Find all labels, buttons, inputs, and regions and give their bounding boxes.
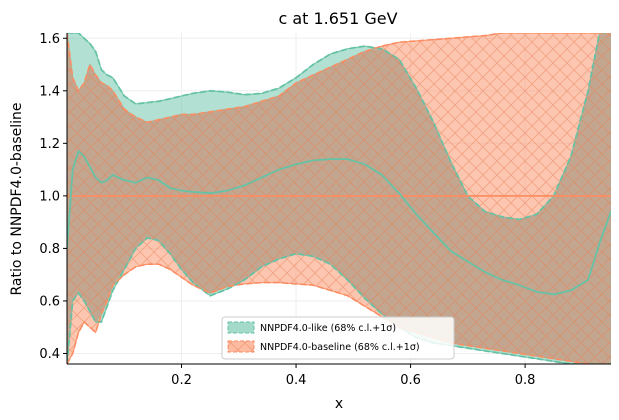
baseline-lower-line — [67, 263, 611, 364]
y-tick-label: 1.0 — [39, 189, 60, 204]
y-tick-label: 0.4 — [39, 347, 60, 362]
like-central-line — [67, 149, 611, 296]
x-tick-label: 0.8 — [515, 373, 536, 388]
legend-label-baseline: NNPDF4.0-baseline (68% c.l.+1σ) — [260, 342, 420, 353]
legend-frame — [221, 316, 455, 360]
like-upper-line — [67, 33, 611, 221]
y-tick-label: 0.6 — [39, 294, 60, 309]
baseline-upper-line — [67, 33, 611, 124]
y-axis-label: Ratio to NNPDF4.0-baseline — [9, 102, 25, 295]
y-tick-label: 1.4 — [39, 84, 60, 99]
legend-item-baseline: NNPDF4.0-baseline (68% c.l.+1σ) — [227, 340, 420, 353]
y-tick-label: 0.8 — [39, 242, 60, 257]
x-axis-label: x — [335, 396, 343, 412]
legend-swatch-baseline-hatch — [228, 341, 254, 352]
chart-title: c at 1.651 GeV — [278, 9, 397, 28]
overlap-hatch — [67, 33, 611, 364]
legend: NNPDF4.0-like (68% c.l.+1σ) NNPDF4.0-bas… — [221, 316, 455, 360]
y-ticks: 0.4 0.6 0.8 1.0 1.2 1.4 1.6 — [39, 32, 67, 362]
y-tick-label: 1.2 — [39, 137, 60, 152]
x-tick-label: 0.2 — [171, 373, 192, 388]
legend-swatch-like — [227, 321, 255, 334]
x-tick-label: 0.6 — [400, 373, 421, 388]
legend-label-like: NNPDF4.0-like (68% c.l.+1σ) — [260, 323, 396, 334]
x-tick-label: 0.4 — [286, 373, 307, 388]
legend-item-like: NNPDF4.0-like (68% c.l.+1σ) — [227, 321, 396, 334]
x-ticks: 0.2 0.4 0.6 0.8 — [171, 364, 535, 388]
y-tick-label: 1.6 — [39, 32, 60, 47]
